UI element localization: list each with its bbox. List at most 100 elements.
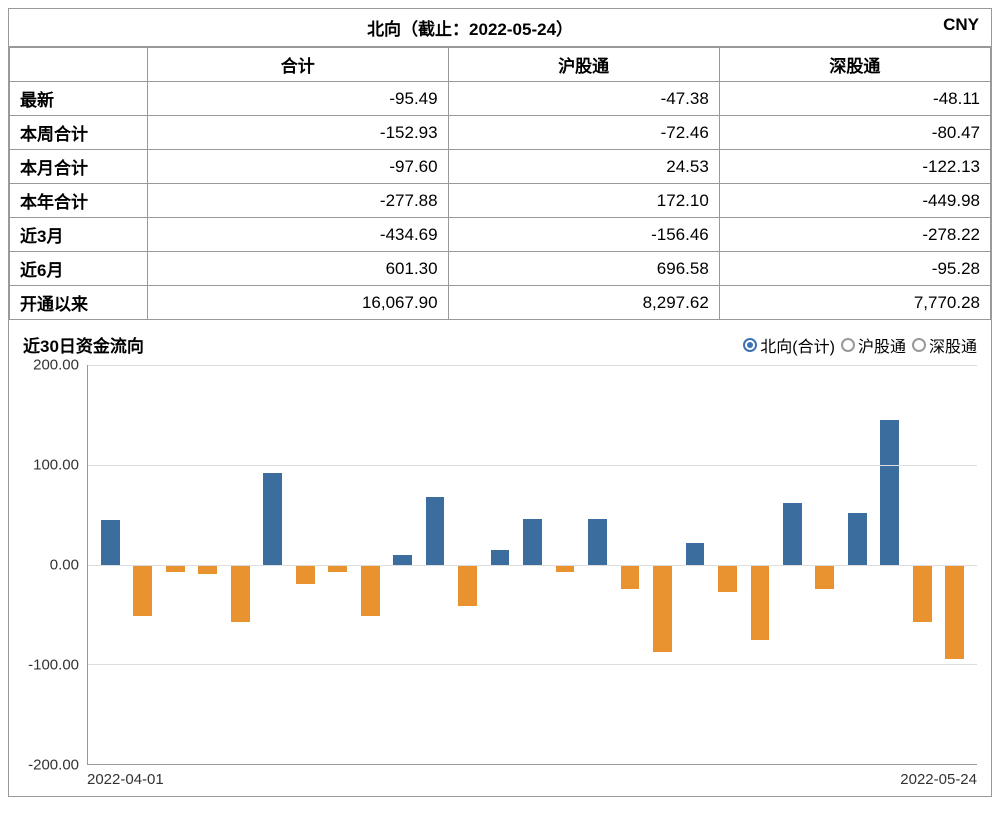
table-cell: -156.46 xyxy=(448,218,719,252)
table-cell: -47.38 xyxy=(448,82,719,116)
table-header-bar: 北向（截止：2022-05-24） CNY xyxy=(9,9,991,47)
table-cell: -277.88 xyxy=(148,184,449,218)
legend-item[interactable]: 北向(合计) xyxy=(743,333,835,357)
bar xyxy=(653,565,672,653)
bar xyxy=(198,565,217,575)
bar xyxy=(393,555,412,565)
row-label: 本月合计 xyxy=(10,150,148,184)
y-tick-label: -100.00 xyxy=(28,657,79,674)
table-row: 本周合计-152.93-72.46-80.47 xyxy=(10,116,991,150)
chart-header: 近30日资金流向 北向(合计) 沪股通深股通 xyxy=(23,332,977,357)
table-row: 本年合计-277.88172.10-449.98 xyxy=(10,184,991,218)
table-row: 最新-95.49-47.38-48.11 xyxy=(10,82,991,116)
table-row: 近6月601.30696.58-95.28 xyxy=(10,252,991,286)
bar xyxy=(296,565,315,585)
row-label: 开通以来 xyxy=(10,286,148,320)
bar xyxy=(913,565,932,623)
table-cell: 7,770.28 xyxy=(719,286,990,320)
col-header: 沪股通 xyxy=(448,48,719,82)
bar xyxy=(523,519,542,565)
bar xyxy=(328,565,347,573)
grid-line xyxy=(88,664,977,665)
table-cell: -95.28 xyxy=(719,252,990,286)
bar xyxy=(783,503,802,565)
row-label: 最新 xyxy=(10,82,148,116)
table-cell: -278.22 xyxy=(719,218,990,252)
main-container: 北向（截止：2022-05-24） CNY 合计 沪股通 深股通 最新-95.4… xyxy=(8,8,992,797)
y-axis: -200.00-100.000.00100.00200.00 xyxy=(23,365,87,765)
table-row: 本月合计-97.6024.53-122.13 xyxy=(10,150,991,184)
radio-icon xyxy=(743,338,757,352)
table-cell: -48.11 xyxy=(719,82,990,116)
row-label: 本年合计 xyxy=(10,184,148,218)
table-cell: -122.13 xyxy=(719,150,990,184)
row-label: 近6月 xyxy=(10,252,148,286)
col-header: 合计 xyxy=(148,48,449,82)
bar xyxy=(751,565,770,641)
table-cell: -72.46 xyxy=(448,116,719,150)
bar xyxy=(458,565,477,607)
table-cell: -97.60 xyxy=(148,150,449,184)
chart-area: -200.00-100.000.00100.00200.00 xyxy=(23,365,977,765)
bar xyxy=(231,565,250,623)
chart-plot xyxy=(87,365,977,765)
header-currency: CNY xyxy=(931,9,991,46)
col-header: 深股通 xyxy=(719,48,990,82)
table-cell: 8,297.62 xyxy=(448,286,719,320)
chart-title: 近30日资金流向 xyxy=(23,332,743,357)
bar xyxy=(880,420,899,565)
x-axis-start: 2022-04-01 xyxy=(87,771,164,788)
bar xyxy=(491,550,510,565)
bar xyxy=(133,565,152,617)
bar xyxy=(588,519,607,565)
y-tick-label: 100.00 xyxy=(33,457,79,474)
radio-icon xyxy=(841,338,855,352)
header-title: 北向（截止：2022-05-24） xyxy=(9,9,931,46)
data-table: 合计 沪股通 深股通 最新-95.49-47.38-48.11本周合计-152.… xyxy=(9,47,991,320)
table-cell: -449.98 xyxy=(719,184,990,218)
legend-label: 深股通 xyxy=(929,333,977,357)
bar xyxy=(263,473,282,565)
bar xyxy=(101,520,120,565)
bar xyxy=(945,565,964,660)
table-cell: -80.47 xyxy=(719,116,990,150)
y-tick-label: 0.00 xyxy=(50,557,79,574)
grid-line xyxy=(88,565,977,566)
column-header-row: 合计 沪股通 深股通 xyxy=(10,48,991,82)
row-label: 近3月 xyxy=(10,218,148,252)
grid-line xyxy=(88,465,977,466)
bar xyxy=(848,513,867,565)
table-cell: -434.69 xyxy=(148,218,449,252)
legend-label: 沪股通 xyxy=(858,333,906,357)
table-cell: -152.93 xyxy=(148,116,449,150)
row-label: 本周合计 xyxy=(10,116,148,150)
y-tick-label: -200.00 xyxy=(28,757,79,774)
legend-item[interactable]: 沪股通 xyxy=(841,333,906,357)
x-axis: 2022-04-01 2022-05-24 xyxy=(23,771,977,788)
bar xyxy=(556,565,575,573)
legend-label: 北向(合计) xyxy=(760,333,835,357)
col-header xyxy=(10,48,148,82)
table-cell: 172.10 xyxy=(448,184,719,218)
x-axis-end: 2022-05-24 xyxy=(900,771,977,788)
legend-item[interactable]: 深股通 xyxy=(912,333,977,357)
radio-icon xyxy=(912,338,926,352)
bar xyxy=(815,565,834,590)
table-row: 近3月-434.69-156.46-278.22 xyxy=(10,218,991,252)
y-tick-label: 200.00 xyxy=(33,357,79,374)
bar xyxy=(718,565,737,593)
bar xyxy=(361,565,380,617)
grid-line xyxy=(88,365,977,366)
table-row: 开通以来16,067.908,297.627,770.28 xyxy=(10,286,991,320)
bar xyxy=(166,565,185,573)
bar xyxy=(686,543,705,565)
table-cell: 24.53 xyxy=(448,150,719,184)
table-cell: 696.58 xyxy=(448,252,719,286)
table-cell: 16,067.90 xyxy=(148,286,449,320)
chart-section: 近30日资金流向 北向(合计) 沪股通深股通 -200.00 -100.00 0.00… xyxy=(9,320,991,796)
table-cell: 601.30 xyxy=(148,252,449,286)
table-cell: -95.49 xyxy=(148,82,449,116)
chart-legend: 北向(合计) 沪股通深股通 xyxy=(743,333,977,357)
bar xyxy=(621,565,640,590)
bar xyxy=(426,497,445,565)
